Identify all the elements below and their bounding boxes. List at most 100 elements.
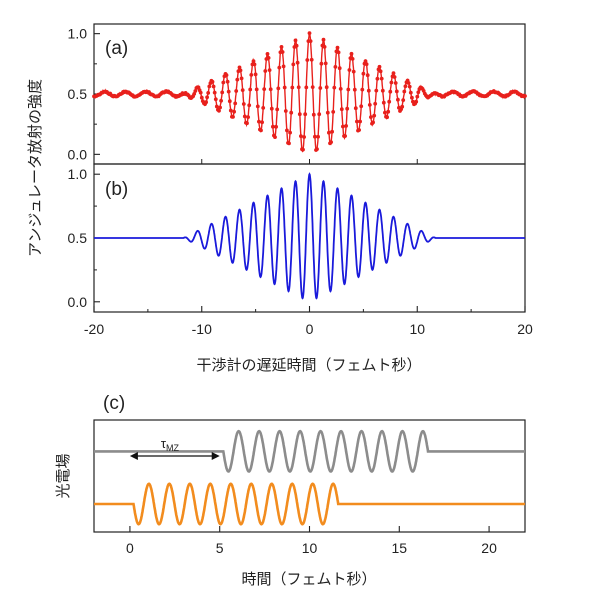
panel-a-series-line (93, 31, 526, 153)
panel-a-data-point (297, 112, 302, 117)
panel-a-data-point (387, 99, 392, 104)
panel-a-data-point (308, 39, 313, 43)
panel-a-data-point (220, 90, 225, 95)
panel-a-data-point (235, 77, 240, 82)
tau-arrowhead-right (211, 452, 220, 460)
panel-a-data-point (406, 81, 411, 85)
panel-a-data-point (324, 85, 329, 90)
panel-a-series-markers (92, 31, 527, 152)
panel-a-data-point (273, 135, 277, 140)
panel-c-xtick-label: 20 (481, 540, 497, 556)
panel-a-data-point (275, 107, 280, 112)
panel-a-ytick-label: 0.5 (68, 86, 88, 102)
panel-a-data-point (217, 108, 221, 113)
panel-a-data-point (198, 90, 203, 95)
panel-a-data-point (210, 79, 215, 84)
panel-a-data-point (335, 45, 340, 50)
panel-a-data-point (232, 109, 237, 114)
panel-a-data-point (199, 95, 204, 100)
panel-a-data-point (290, 85, 295, 90)
panel-c: (c) 0 5 10 15 20 τMZ (93, 393, 526, 556)
panel-a-data-point (255, 104, 260, 109)
panel-a-data-point (246, 115, 251, 119)
tau-symbol: τ (161, 436, 167, 451)
panel-a-data-point (313, 134, 317, 139)
panel-a-data-point (239, 76, 244, 81)
panel-a-data-point (279, 45, 284, 49)
panel-a-data-point (307, 31, 312, 35)
panel-a-data-point (318, 86, 323, 90)
ylabel-c: 光電場 (54, 453, 72, 498)
panel-a-data-point (375, 76, 380, 81)
panel-a-data-point (347, 68, 352, 72)
panel-a-data-point (330, 129, 334, 134)
panel-a-data-point (327, 130, 331, 135)
panel-a-data-point (303, 112, 308, 117)
panel-a-data-point (280, 50, 285, 54)
panel-a-data-point (372, 113, 377, 118)
panel-a-data-point (371, 120, 375, 125)
panel-a-data-point (301, 147, 305, 152)
panel-a-data-point (353, 106, 358, 111)
panel-a-data-point (304, 85, 309, 90)
panel-a-data-point (369, 115, 373, 119)
panel-a-data-point (234, 89, 239, 93)
panel-a-data-point (374, 88, 379, 93)
panel-a-data-point (315, 147, 319, 152)
panel-a-data-point (389, 80, 394, 85)
panel-a-data-point (316, 134, 320, 139)
panel-a-data-point (289, 110, 294, 115)
panel-b-xtick-label: -10 (192, 321, 212, 337)
panel-c-frame (93, 419, 526, 533)
panel-b-ytick-label: 0.0 (68, 294, 88, 310)
panel-a-data-point (206, 91, 211, 95)
panel-a-data-point (338, 87, 343, 91)
panel-a-data-point (391, 71, 396, 76)
panel-a-data-point (225, 79, 230, 84)
panel-a-data-point (345, 106, 350, 111)
panel-a-data-point (360, 87, 365, 92)
panel-a-data-point (378, 69, 383, 74)
panel-c-xtick-label: 10 (302, 540, 318, 556)
panel-a-data-point (388, 89, 393, 94)
panel-a-data-point (226, 89, 231, 94)
panel-a-data-point (359, 104, 364, 109)
panel-a-data-point (205, 95, 210, 100)
panel-a-data-point (396, 97, 400, 102)
panel-b-ytick-label: 1.0 (68, 166, 88, 182)
panel-b-ytick-label: 0.5 (68, 230, 88, 246)
panel-a-data-point (385, 115, 389, 120)
panel-a-data-point (192, 92, 197, 96)
panel-a-data-point (268, 87, 273, 92)
panel-a-data-point (394, 89, 399, 94)
panel-a-data-point (260, 120, 264, 125)
panel-b-xtick-label: 0 (306, 321, 314, 337)
panel-c-ticks: 0 5 10 15 20 (126, 526, 497, 556)
panel-a-data-point (276, 86, 281, 91)
panel-a-data-point (344, 124, 348, 128)
panel-a-data-point (408, 90, 413, 95)
panel-a-data-point (271, 124, 275, 129)
ylabel-ab: アンジュレータ放射の強度 (26, 79, 44, 257)
panel-a-data-point (361, 71, 366, 76)
panel-a-data-point (365, 73, 370, 78)
tau-annotation: τMZ (129, 436, 220, 460)
panel-a-data-point (310, 85, 315, 89)
panel-a-data-point (277, 65, 282, 70)
panel-a-data-point (325, 110, 330, 115)
panel-a-data-point (218, 105, 223, 110)
panel-a-data-point (383, 110, 387, 115)
panel-a-data-point (332, 85, 337, 90)
panel-a-data-point (257, 119, 261, 124)
panel-a-data-point (228, 108, 233, 113)
panel-a-data-point (242, 114, 247, 119)
panel-a-data-point (293, 38, 298, 43)
panel-a-ticks: 0.0 0.5 1.0 (68, 26, 526, 164)
panel-a-data-point (363, 59, 368, 63)
panel-a-data-point (366, 88, 371, 93)
panel-a-ytick-label: 1.0 (68, 26, 88, 42)
panel-a-data-point (337, 66, 342, 71)
xlabel-c: 時間（フェムト秒） (241, 570, 376, 588)
panel-a-ytick-label: 0.0 (68, 146, 88, 162)
